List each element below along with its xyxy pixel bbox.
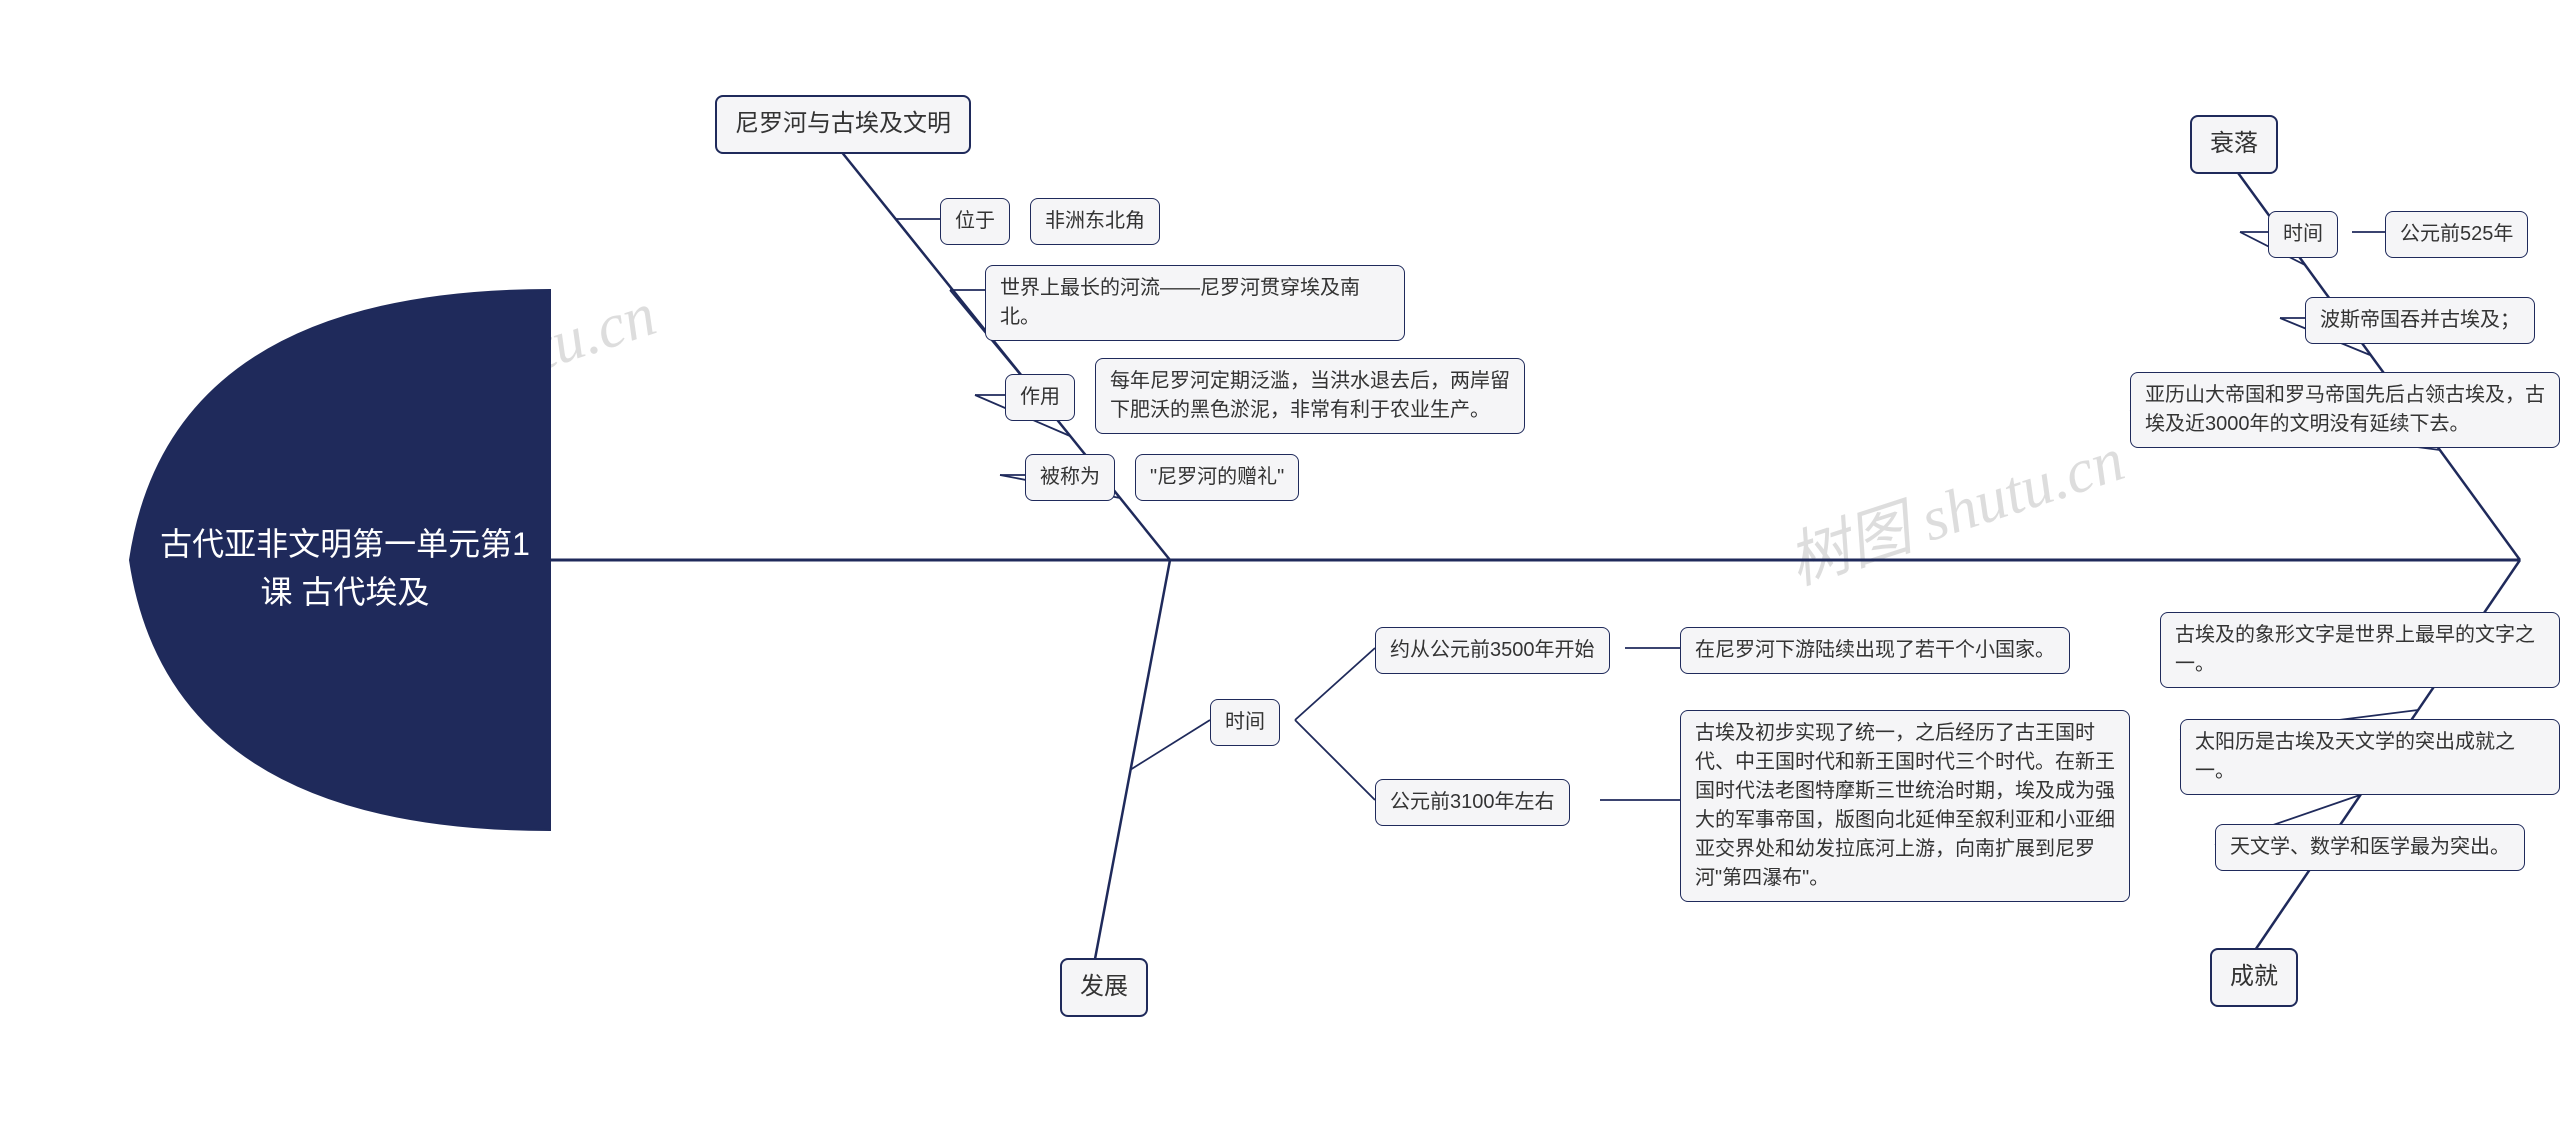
watermark-left: shutu.cn	[444, 280, 664, 412]
branch2-title: 发展	[1060, 958, 1148, 1017]
root-node: 古代亚非文明第一单元第1 课 古代埃及	[155, 520, 535, 616]
b2-t1-value: 在尼罗河下游陆续出现了若干个小国家。	[1680, 627, 2070, 674]
root-line1: 古代亚非文明第一单元第1	[160, 526, 530, 562]
b3-n3: 亚历山大帝国和罗马帝国先后占领古埃及，古埃及近3000年的文明没有延续下去。	[2130, 372, 2560, 448]
branch4-title: 成就	[2210, 948, 2298, 1007]
branch3-title: 衰落	[2190, 115, 2278, 174]
b4-n2: 太阳历是古埃及天文学的突出成就之一。	[2180, 719, 2560, 795]
b3-n2: 波斯帝国吞并古埃及；	[2305, 297, 2535, 344]
b4-n3: 天文学、数学和医学最为突出。	[2215, 824, 2525, 871]
b1-n4-label: 被称为	[1025, 454, 1115, 501]
b4-n1: 古埃及的象形文字是世界上最早的文字之一。	[2160, 612, 2560, 688]
b2-time-label: 时间	[1210, 699, 1280, 746]
b3-time-label: 时间	[2268, 211, 2338, 258]
b1-n1-value: 非洲东北角	[1030, 198, 1160, 245]
watermark-right: 树图 shutu.cn	[1775, 408, 2134, 601]
b1-n3-value: 每年尼罗河定期泛滥，当洪水退去后，两岸留下肥沃的黑色淤泥，非常有利于农业生产。	[1095, 358, 1525, 434]
b2-t2-value: 古埃及初步实现了统一，之后经历了古王国时代、中王国时代和新王国时代三个时代。在新…	[1680, 710, 2130, 902]
b1-n1-label: 位于	[940, 198, 1010, 245]
b1-n2: 世界上最长的河流——尼罗河贯穿埃及南北。	[985, 265, 1405, 341]
b2-t1-label: 约从公元前3500年开始	[1375, 627, 1610, 674]
branch1-title: 尼罗河与古埃及文明	[715, 95, 971, 154]
b1-n3-label: 作用	[1005, 374, 1075, 421]
b2-t2-label: 公元前3100年左右	[1375, 779, 1570, 826]
root-line2: 课 古代埃及	[261, 574, 430, 610]
b1-n4-value: "尼罗河的赠礼"	[1135, 454, 1299, 501]
b3-time-value: 公元前525年	[2385, 211, 2528, 258]
